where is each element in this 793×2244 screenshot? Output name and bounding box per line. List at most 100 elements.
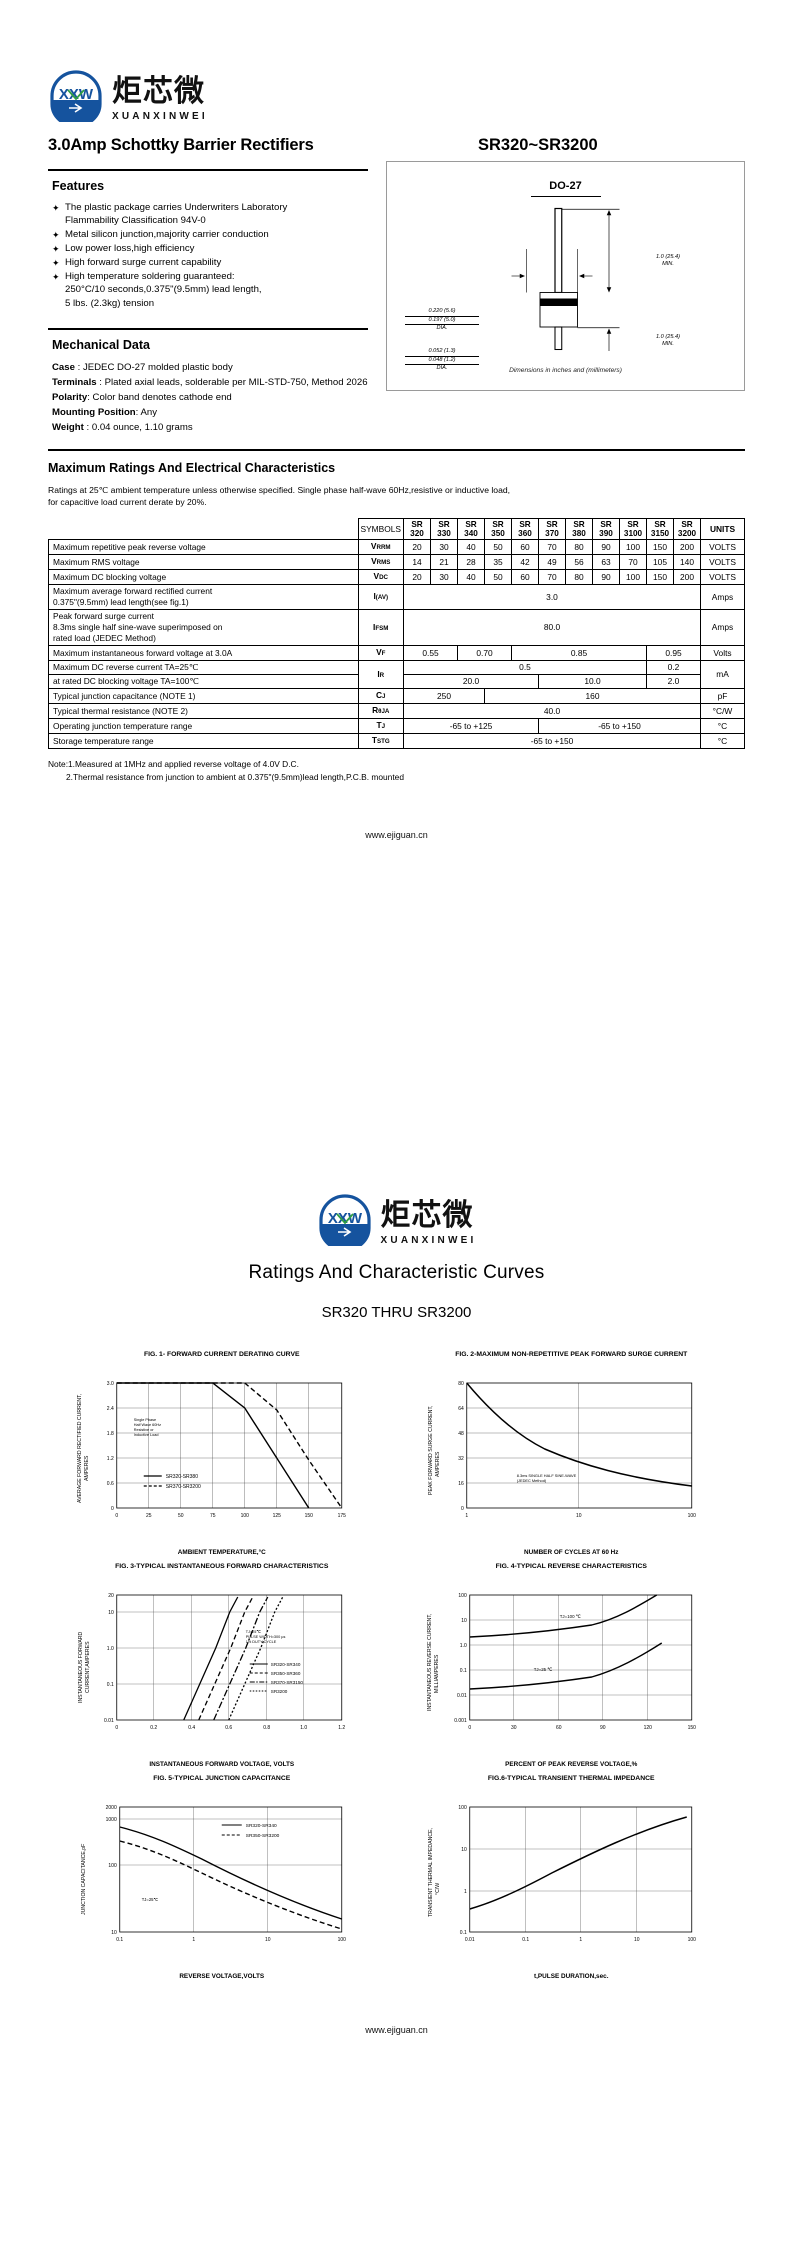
cell-merged: 0.2 xyxy=(646,660,701,676)
mech-sep: : xyxy=(135,407,141,419)
cell-merged: 2.0 xyxy=(646,674,701,690)
table-row-cj: Typical junction capacitance (NOTE 1) CJ… xyxy=(48,688,745,705)
cell-merged: 0.95 xyxy=(646,645,701,662)
left-column: Features ✦ The plastic package carries Un… xyxy=(48,155,368,435)
y-tick: 80 xyxy=(458,1381,464,1387)
cell-merged: 0.5 xyxy=(403,660,647,676)
cell: 50 xyxy=(484,569,512,586)
legend-item: SR3200 xyxy=(271,1689,288,1694)
y-tick: 10 xyxy=(461,1847,467,1853)
lead-length-top-dim: 1.0 (25.4) MIN. xyxy=(633,254,703,268)
mech-row-terminals: Terminals : Plated axial leads, solderab… xyxy=(52,375,368,390)
y-axis-label: TRANSIENT THERMAL IMPEDANCE, xyxy=(427,1828,433,1917)
brand-text-2: 炬芯微 XUANXINWEI xyxy=(381,1201,477,1247)
annotation: Single Phase xyxy=(134,1418,156,1422)
table-row-ir-25c: Maximum DC reverse current TA=25℃ IR 0.5… xyxy=(48,660,745,690)
cell: 150 xyxy=(646,539,674,556)
header-part-sr320: SR 320 xyxy=(403,518,431,541)
datasheet-page-2: XXW 炬芯微 XUANXINWEI Ratings And Character… xyxy=(0,1122,793,2244)
table-row-tstg: Storage temperature range TSTG -65 to +1… xyxy=(48,733,745,750)
x-tick: 0 xyxy=(115,1725,118,1731)
electrical-characteristics-table: SYMBOLS SR 320 SR 330 SR 340 SR 350 SR 360 SR… xyxy=(48,518,745,750)
x-tick: 175 xyxy=(338,1513,347,1519)
feature-text: Metal silicon junction,majority carrier … xyxy=(65,229,269,241)
ratings-divider xyxy=(48,449,745,452)
row-desc: Maximum repetitive peak reverse voltage xyxy=(48,539,359,556)
y-axis-label: INSTANTANEOUS FORWARD xyxy=(78,1631,84,1703)
y-tick: 0.1 xyxy=(107,1682,114,1688)
row-desc-line2: 8.3ms single half sine-wave superimposed… xyxy=(53,622,223,633)
y-tick: 0.1 xyxy=(459,1930,466,1936)
y-axis-label: JUNCTION CAPACITANCE,pF xyxy=(81,1844,87,1915)
chart-x-axis-label: t,PULSE DURATION,sec. xyxy=(534,1973,609,1980)
cell: 100 xyxy=(619,539,647,556)
cell: 140 xyxy=(673,554,701,571)
body-diameter-dim: 0.220 (5.6) 0.197 (5.0) DIA. xyxy=(405,308,479,332)
x-tick: 100 xyxy=(241,1513,250,1519)
annotation: TJ=25℃ xyxy=(246,1630,262,1634)
cell-merged: 0.85 xyxy=(511,645,647,662)
y-tick: 0 xyxy=(460,1506,463,1512)
chart-fig6: FIG.6-TYPICAL TRANSIENT THERMAL IMPEDANC… xyxy=(402,1775,742,1981)
mech-value: Any xyxy=(140,407,158,419)
svg-text:XXW: XXW xyxy=(59,86,94,103)
y-tick: 64 xyxy=(458,1406,464,1412)
annotation: PULSE WIDTH=300 µs xyxy=(246,1635,286,1639)
cell: 80 xyxy=(565,539,593,556)
y-axis-label-2: CURRENT,AMPERES xyxy=(85,1641,91,1693)
row-desc-line2: 0.375"(9.5mm) lead length(see fig.1) xyxy=(53,597,189,608)
lead-len-top: 1.0 (25.4) xyxy=(656,254,680,260)
chart-x-axis-label: REVERSE VOLTAGE,VOLTS xyxy=(179,1973,265,1980)
footnote-1: Note:1.Measured at 1MHz and applied reve… xyxy=(48,759,299,770)
characteristic-curves-grid: FIG. 1- FORWARD CURRENT DERATING CURVE A… xyxy=(0,1321,793,1981)
y-axis-label-2: MILLIAMPERES xyxy=(433,1654,439,1693)
table-row-vf: Maximum instantaneous forward voltage at… xyxy=(48,645,745,662)
cell-merged: 10.0 xyxy=(538,674,647,690)
mechanical-data-list: Case : JEDEC DO-27 molded plastic body T… xyxy=(48,360,368,435)
x-tick: 0.6 xyxy=(225,1725,232,1731)
page1-website[interactable]: www.ejiguan.cn xyxy=(365,830,428,841)
chart-title: FIG. 1- FORWARD CURRENT DERATING CURVE xyxy=(143,1351,300,1358)
cell: 40 xyxy=(457,569,485,586)
body-dia-note: DIA. xyxy=(436,325,448,331)
y-tick: 100 xyxy=(458,1593,467,1599)
brand-en-name: XUANXINWEI xyxy=(112,111,208,122)
mech-value: Plated axial leads, solderable per MIL-S… xyxy=(104,377,368,389)
table-header-row: SYMBOLS SR 320 SR 330 SR 340 SR 350 SR 360 SR… xyxy=(49,518,745,541)
cell: 40 xyxy=(457,539,485,556)
row-units: °C xyxy=(700,718,745,735)
body-len-note: MIN. xyxy=(662,341,674,347)
x-tick: 10 xyxy=(633,1937,639,1943)
row-desc: Storage temperature range xyxy=(48,733,359,750)
xxw-circle-logo-icon: XXW xyxy=(48,66,104,128)
row-units: pF xyxy=(700,688,745,705)
mech-row-weight: Weight : 0.04 ounce, 1.10 grams xyxy=(52,420,368,435)
y-tick: 0.01 xyxy=(104,1718,114,1724)
ratings-note-line2: for capacitive load current derate by 20… xyxy=(48,497,207,508)
row-desc: Typical junction capacitance (NOTE 1) xyxy=(48,688,359,705)
row-desc-line1: Maximum average forward rectified curren… xyxy=(53,586,213,597)
x-tick: 10 xyxy=(575,1513,581,1519)
row-symbol: CJ xyxy=(357,688,404,705)
y-tick: 1 xyxy=(463,1889,466,1895)
chart-x-axis-label: AMBIENT TEMPERATURE,°C xyxy=(177,1549,266,1556)
bullet-icon: ✦ xyxy=(52,230,60,241)
row-symbol: IR xyxy=(357,660,404,690)
ratings-note: Ratings at 25℃ ambient temperature unles… xyxy=(48,484,745,508)
chart-plot: AVERAGE FORWARD RECTIFIED CURRENT, AMPER… xyxy=(52,1373,392,1548)
x-tick: 50 xyxy=(178,1513,184,1519)
y-tick: 0.6 xyxy=(107,1481,114,1487)
y-tick: 32 xyxy=(458,1456,464,1462)
y-tick: 10 xyxy=(461,1618,467,1624)
brand-logo-2: XXW 炬芯微 XUANXINWEI xyxy=(317,1184,477,1252)
page2-website[interactable]: www.ejiguan.cn xyxy=(365,2025,428,2035)
body-dia-max: 0.220 (5.6) xyxy=(405,308,479,317)
row-desc: Maximum DC blocking voltage xyxy=(48,569,359,586)
cell: 30 xyxy=(430,539,458,556)
annotation: Inductive Load xyxy=(134,1433,159,1437)
mech-label: Mounting Position xyxy=(52,407,136,419)
feature-text: High forward surge current capability xyxy=(65,257,222,269)
list-item: ✦ Low power loss,high efficiency xyxy=(52,242,368,255)
cell-merged: 0.70 xyxy=(457,645,512,662)
y-tick: 1.0 xyxy=(107,1646,114,1652)
